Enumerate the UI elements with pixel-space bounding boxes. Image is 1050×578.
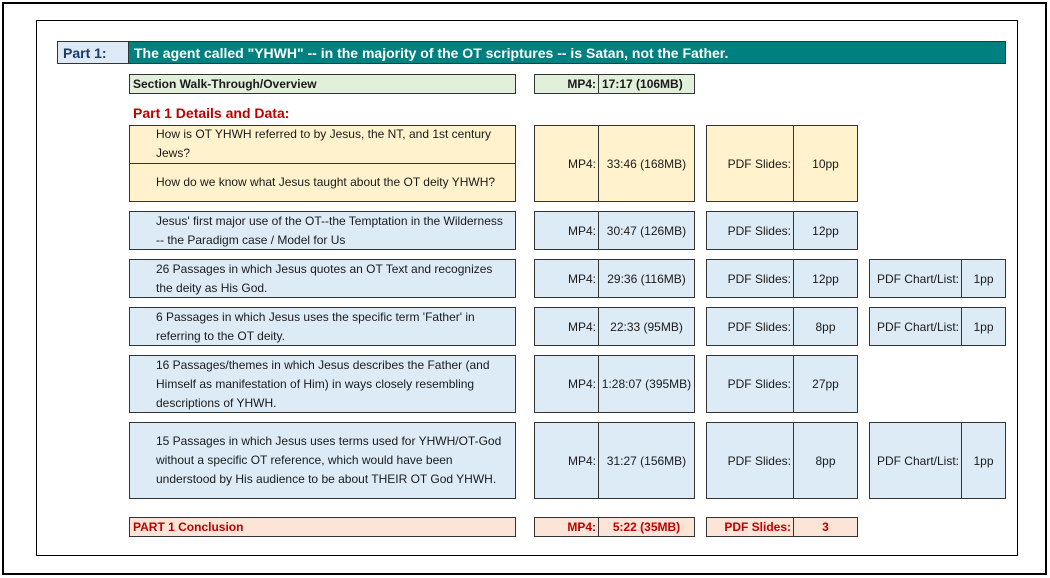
- conclusion-label[interactable]: PART 1 Conclusion: [129, 517, 516, 537]
- mp4-link[interactable]: 33:46 (168MB): [598, 125, 695, 202]
- row-description[interactable]: How is OT YHWH referred to by Jesus, the…: [129, 125, 516, 164]
- pdf-slides-link[interactable]: 10pp: [793, 125, 858, 202]
- part-label: Part 1:: [57, 41, 129, 64]
- pdf-slides-label: PDF Slides:: [706, 125, 794, 202]
- pdf-slides-link[interactable]: 8pp: [793, 422, 858, 499]
- pdf-chart-link[interactable]: 1pp: [961, 307, 1006, 346]
- pdf-slides-label: PDF Slides:: [706, 211, 794, 250]
- mp4-link[interactable]: 22:33 (95MB): [598, 307, 695, 346]
- conclusion-pdf-label: PDF Slides:: [706, 517, 794, 537]
- pdf-chart-label: PDF Chart/List:: [869, 259, 962, 298]
- pdf-slides-label: PDF Slides:: [706, 307, 794, 346]
- pdf-chart-label: PDF Chart/List:: [869, 422, 962, 499]
- mp4-link[interactable]: 31:27 (156MB): [598, 422, 695, 499]
- overview-label[interactable]: Section Walk-Through/Overview: [129, 74, 516, 94]
- pdf-slides-label: PDF Slides:: [706, 259, 794, 298]
- pdf-slides-label: PDF Slides:: [706, 355, 794, 413]
- row-description[interactable]: How do we know what Jesus taught about t…: [129, 162, 516, 202]
- mp4-label: MP4:: [534, 259, 599, 298]
- conclusion-mp4-label: MP4:: [534, 517, 599, 537]
- pdf-chart-link[interactable]: 1pp: [961, 422, 1006, 499]
- part-title: The agent called "YHWH" -- in the majori…: [128, 41, 1006, 64]
- overview-mp4-link[interactable]: 17:17 (106MB): [598, 74, 695, 94]
- overview-mp4-label: MP4:: [534, 74, 599, 94]
- row-description[interactable]: Jesus' first major use of the OT--the Te…: [129, 211, 516, 250]
- mp4-label: MP4:: [534, 422, 599, 499]
- pdf-slides-link[interactable]: 8pp: [793, 307, 858, 346]
- pdf-chart-link[interactable]: 1pp: [961, 259, 1006, 298]
- row-description[interactable]: 26 Passages in which Jesus quotes an OT …: [129, 259, 516, 298]
- mp4-label: MP4:: [534, 211, 599, 250]
- mp4-link[interactable]: 29:36 (116MB): [598, 259, 695, 298]
- mp4-label: MP4:: [534, 125, 599, 202]
- mp4-label: MP4:: [534, 355, 599, 413]
- pdf-slides-link[interactable]: 12pp: [793, 259, 858, 298]
- row-description[interactable]: 16 Passages/themes in which Jesus descri…: [129, 355, 516, 413]
- mp4-link[interactable]: 30:47 (126MB): [598, 211, 695, 250]
- pdf-slides-link[interactable]: 27pp: [793, 355, 858, 413]
- pdf-slides-label: PDF Slides:: [706, 422, 794, 499]
- pdf-slides-link[interactable]: 12pp: [793, 211, 858, 250]
- inner-frame: [36, 20, 1018, 556]
- row-description[interactable]: 15 Passages in which Jesus uses terms us…: [129, 422, 516, 499]
- pdf-chart-label: PDF Chart/List:: [869, 307, 962, 346]
- details-heading: Part 1 Details and Data:: [133, 105, 290, 121]
- mp4-label: MP4:: [534, 307, 599, 346]
- row-description[interactable]: 6 Passages in which Jesus uses the speci…: [129, 307, 516, 346]
- conclusion-mp4-link[interactable]: 5:22 (35MB): [598, 517, 695, 537]
- mp4-link[interactable]: 1:28:07 (395MB): [598, 355, 695, 413]
- conclusion-pdf-link[interactable]: 3: [793, 517, 858, 537]
